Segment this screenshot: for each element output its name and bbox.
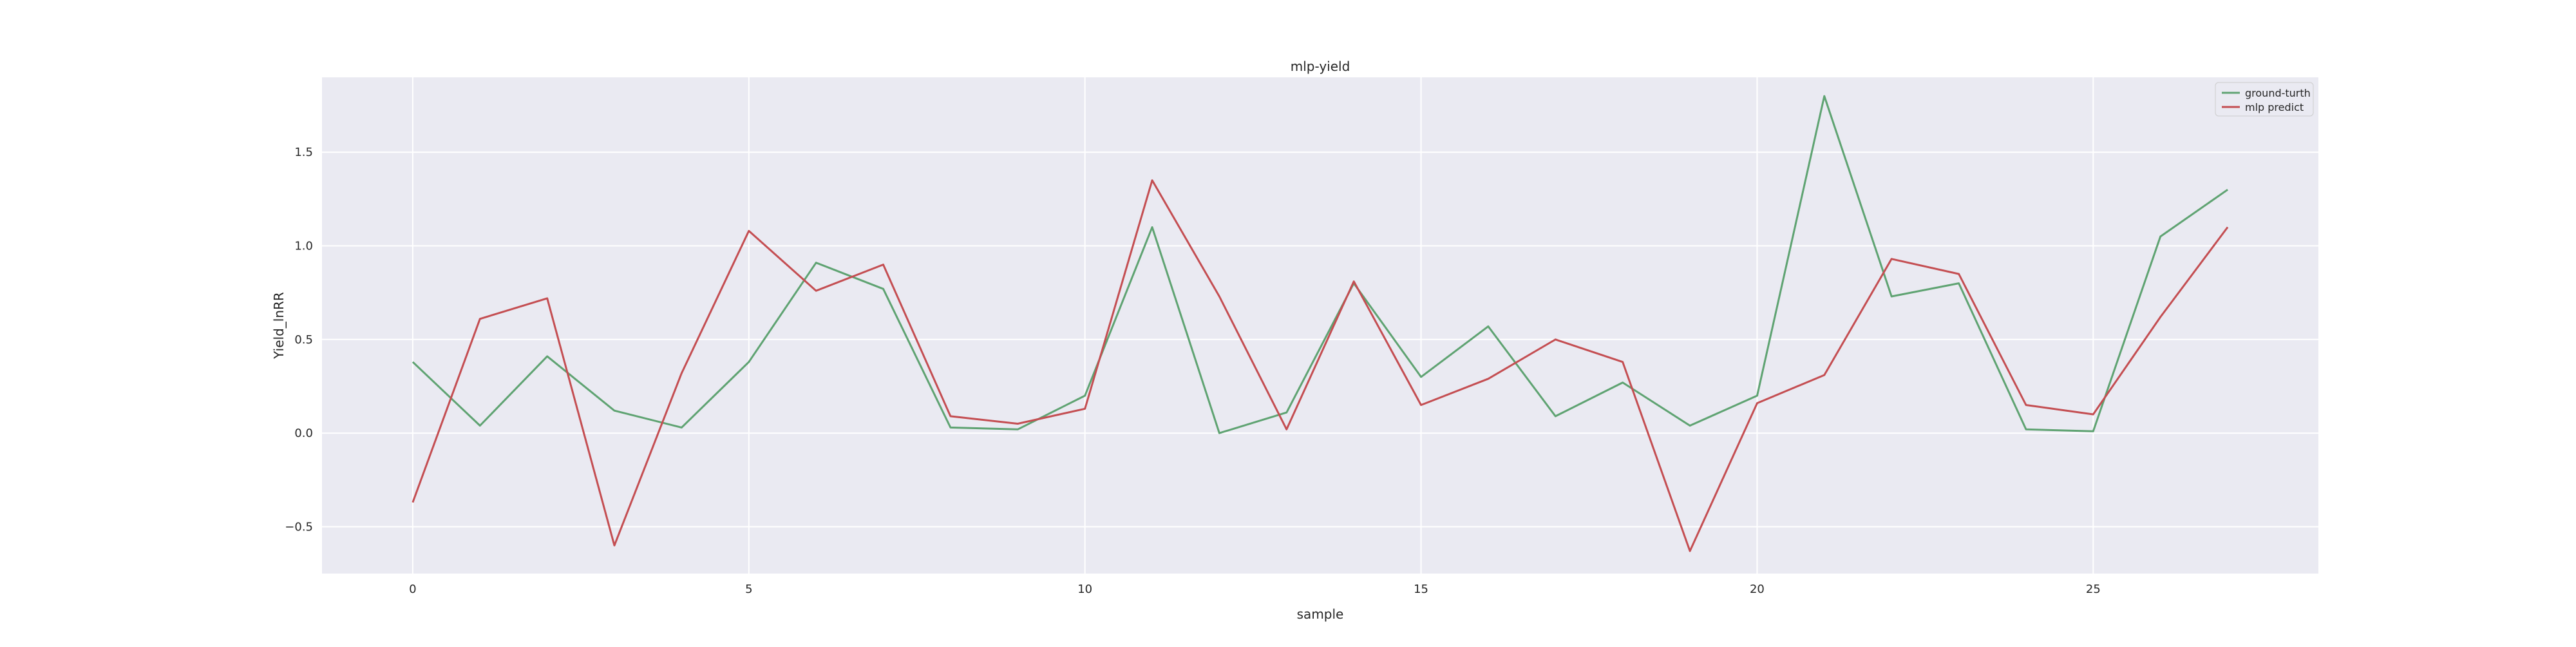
x-tick-label: 25 bbox=[2086, 583, 2101, 596]
x-axis-label: sample bbox=[1297, 606, 1344, 622]
y-tick-label: −0.5 bbox=[285, 520, 313, 534]
x-axis-ticks: 0 5 10 15 20 25 bbox=[409, 583, 2101, 596]
grid-lines bbox=[322, 77, 2318, 574]
y-axis-ticks: −0.5 0.0 0.5 1.0 1.5 bbox=[285, 146, 313, 534]
y-tick-label: 1.5 bbox=[294, 146, 313, 159]
y-tick-label: 0.0 bbox=[294, 427, 313, 440]
y-tick-label: 1.0 bbox=[294, 240, 313, 253]
series-line-0 bbox=[412, 95, 2228, 434]
x-tick-label: 5 bbox=[745, 583, 752, 596]
x-tick-label: 15 bbox=[1414, 583, 1428, 596]
x-tick-label: 10 bbox=[1077, 583, 1092, 596]
series-line-1 bbox=[412, 179, 2229, 552]
chart-title: mlp-yield bbox=[1291, 59, 1350, 74]
legend-label: mlp predict bbox=[2245, 101, 2304, 113]
x-tick-label: 20 bbox=[1750, 583, 1765, 596]
legend-label: ground-turth bbox=[2245, 87, 2311, 99]
x-tick-label: 0 bbox=[409, 583, 416, 596]
y-axis-label: Yield_lnRR bbox=[271, 292, 287, 360]
y-tick-label: 0.5 bbox=[294, 333, 313, 347]
legend: ground-turth mlp predict bbox=[2215, 82, 2314, 117]
series-lines bbox=[412, 95, 2229, 552]
